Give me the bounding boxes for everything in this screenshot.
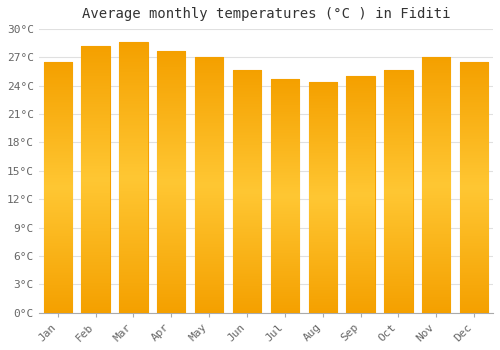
Bar bbox=[195, 57, 224, 313]
Bar bbox=[308, 82, 337, 313]
Bar bbox=[384, 70, 412, 313]
Bar bbox=[44, 62, 72, 313]
Bar bbox=[422, 57, 450, 313]
Bar bbox=[82, 46, 110, 313]
Bar bbox=[270, 79, 299, 313]
Bar bbox=[119, 42, 148, 313]
Bar bbox=[460, 62, 488, 313]
Bar bbox=[233, 70, 261, 313]
Title: Average monthly temperatures (°C ) in Fiditi: Average monthly temperatures (°C ) in Fi… bbox=[82, 7, 450, 21]
Bar bbox=[157, 51, 186, 313]
Bar bbox=[346, 76, 375, 313]
